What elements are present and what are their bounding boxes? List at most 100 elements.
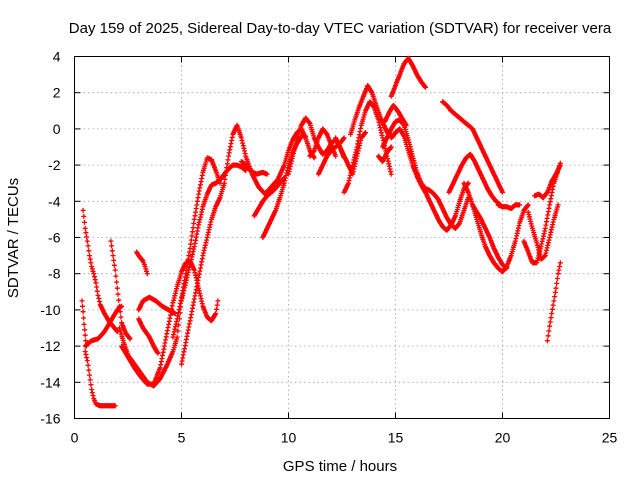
data-point [113, 273, 119, 279]
data-point [172, 311, 178, 316]
data-point [539, 238, 545, 244]
data-point [174, 334, 180, 340]
x-tick-label: 0 [71, 430, 79, 446]
data-point [517, 202, 523, 208]
data-point [176, 322, 182, 328]
data-point [554, 276, 560, 281]
grid-lines [74, 56, 610, 419]
data-point [89, 387, 95, 392]
data-point [112, 267, 118, 273]
data-point [554, 280, 560, 286]
y-tick-label: -12 [40, 338, 60, 354]
data-point [142, 264, 148, 269]
data-point [97, 299, 102, 304]
data-point [545, 242, 551, 248]
data-point [84, 355, 90, 361]
data-point [191, 244, 197, 250]
data-point [82, 225, 88, 231]
data-point [311, 155, 317, 161]
data-point [109, 243, 115, 249]
data-point [82, 219, 87, 225]
x-tick-label: 20 [495, 430, 511, 446]
data-point [546, 328, 552, 334]
data-point [213, 311, 219, 316]
data-point [293, 138, 299, 143]
data-point [83, 230, 89, 236]
data-point [86, 248, 92, 254]
data-point [83, 338, 89, 344]
data-point [553, 285, 559, 291]
data-point [341, 135, 347, 141]
data-point [186, 249, 192, 255]
data-point [87, 253, 92, 259]
y-tick-label: -16 [40, 411, 60, 427]
data-point [108, 238, 114, 244]
data-point [116, 303, 122, 309]
data-point [465, 180, 471, 186]
data-point [87, 256, 93, 262]
data-point [191, 267, 197, 273]
data-point [83, 343, 89, 349]
data-point [116, 297, 122, 303]
data-point [504, 265, 510, 271]
data-point [92, 277, 98, 283]
data-point [127, 336, 133, 342]
data-point [81, 321, 87, 327]
data-point [86, 367, 92, 373]
data-point [555, 271, 561, 277]
x-tick-label: 10 [281, 430, 297, 446]
data-point [547, 319, 553, 325]
data-point [81, 315, 87, 321]
data-point [549, 311, 555, 316]
data-point [95, 292, 101, 298]
data-point [84, 234, 90, 240]
data-point [545, 212, 551, 218]
data-point [170, 334, 176, 340]
y-tick-label: 0 [53, 121, 61, 137]
chart-title: Day 159 of 2025, Sidereal Day-to-day VTE… [69, 20, 612, 37]
data-point [154, 349, 160, 355]
data-point [82, 327, 88, 333]
data-point [144, 271, 150, 277]
data-point [197, 268, 203, 274]
y-tick-label: -4 [48, 193, 61, 209]
axis-ticks: 0 5 10 15 20 25 -16 -14 -12 -10 -8 -6 -4 -2 0 2 4 [40, 49, 617, 446]
data-point [160, 352, 165, 358]
x-axis-label: GPS time / hours [283, 458, 397, 475]
data-point [170, 300, 176, 306]
data-point [552, 289, 558, 295]
data-point [557, 162, 563, 168]
data-point [81, 213, 87, 219]
data-point [190, 225, 196, 231]
data-point [82, 349, 88, 354]
data-point [512, 238, 518, 244]
y-tick-label: -8 [48, 266, 61, 282]
data-point [89, 266, 95, 272]
data-point [202, 242, 208, 248]
data-point [165, 325, 171, 330]
data-point [79, 298, 85, 304]
data-point [143, 266, 149, 272]
data-point [282, 175, 288, 181]
data-point [111, 257, 117, 263]
data-point [94, 284, 100, 290]
data-point [155, 350, 161, 356]
data-point [82, 332, 88, 338]
data-point [422, 84, 428, 89]
y-tick-label: -14 [40, 374, 60, 390]
data-point [88, 382, 94, 388]
data-point [114, 279, 120, 285]
data-point [109, 248, 115, 254]
data-point [379, 132, 385, 138]
data-point [85, 362, 91, 368]
data-point [264, 171, 270, 177]
data-point [545, 333, 551, 339]
data-point [550, 219, 556, 225]
data-point [214, 306, 219, 312]
data-point [197, 217, 203, 223]
data-point [208, 219, 214, 225]
data-point [550, 302, 556, 308]
data-point [80, 309, 86, 315]
data-marks [79, 55, 563, 409]
